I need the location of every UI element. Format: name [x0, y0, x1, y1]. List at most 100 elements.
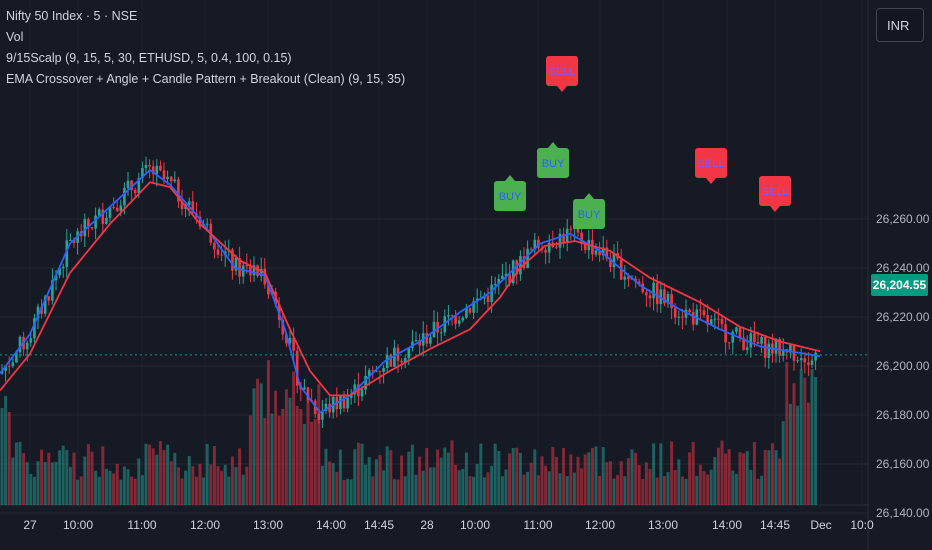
volume-bars	[0, 360, 818, 505]
candle-body	[670, 294, 673, 309]
volume-bar	[626, 458, 630, 505]
candle-body	[162, 170, 166, 180]
volume-bar	[43, 461, 47, 505]
candle-body	[810, 360, 814, 365]
candle-body	[414, 340, 418, 342]
volume-bar	[706, 474, 710, 505]
candle-body	[166, 176, 169, 180]
candle-body	[324, 403, 328, 411]
candle-body	[493, 283, 497, 285]
volume-bar	[50, 462, 54, 505]
candle-body	[371, 370, 375, 372]
volume-bar	[760, 475, 764, 505]
candle-body	[133, 190, 137, 194]
candle-body	[673, 308, 677, 318]
currency-button[interactable]: INR	[876, 8, 924, 42]
volume-bar	[11, 457, 15, 505]
volume-bar	[104, 468, 108, 505]
candle-body	[367, 370, 371, 376]
volume-bar	[698, 464, 702, 505]
signal-labels: BUY BUY BUY SELL SELL SELL	[494, 56, 791, 229]
candle-body	[252, 265, 256, 276]
signal-arrow	[557, 86, 567, 92]
candle-body	[796, 360, 799, 362]
candle-body	[663, 289, 666, 304]
candle-body	[123, 187, 126, 206]
candle-body	[738, 327, 742, 338]
volume-bar	[187, 456, 191, 505]
volume-bar	[619, 461, 623, 505]
candle-body	[234, 257, 238, 271]
volume-bar	[4, 395, 8, 505]
volume-bar	[382, 470, 386, 505]
volume-bar	[220, 470, 224, 505]
volume-bar	[767, 450, 771, 505]
volume-bar	[65, 450, 69, 505]
volume-bar	[511, 448, 515, 505]
time-tick-label: 14:45	[760, 518, 790, 532]
legend-volume[interactable]: Vol	[6, 30, 24, 44]
volume-bar	[126, 469, 130, 505]
candle-body	[457, 320, 461, 324]
volume-bar	[587, 452, 591, 505]
candle-body	[87, 219, 90, 228]
candle-body	[393, 347, 396, 367]
time-tick-label: 11:00	[127, 518, 156, 532]
candle-body	[519, 256, 522, 275]
volume-bar	[238, 448, 242, 505]
volume-bar	[673, 470, 677, 505]
volume-bar	[720, 440, 724, 505]
candle-body	[328, 403, 331, 413]
legend-indicator-scalp[interactable]: 9/15Scalp (9, 15, 5, 30, ETHUSD, 5, 0.4,…	[6, 51, 292, 65]
volume-bar	[583, 454, 587, 505]
volume-bar	[806, 402, 810, 505]
candle-body	[83, 219, 87, 237]
volume-bar	[756, 478, 760, 505]
volume-bar	[634, 452, 638, 505]
volume-bar	[482, 477, 486, 505]
volume-bar	[547, 471, 551, 505]
candle-body	[583, 243, 587, 250]
volume-bar	[540, 456, 544, 505]
volume-bar	[0, 408, 4, 505]
volume-bar	[151, 448, 155, 505]
volume-bar	[659, 443, 663, 505]
volume-bar	[335, 471, 339, 505]
candle-body	[349, 394, 353, 398]
volume-bar	[576, 456, 580, 505]
candle-body	[468, 308, 472, 313]
candle-body	[36, 306, 40, 319]
candle-body	[749, 333, 753, 348]
sell-signal-label: SELL	[549, 66, 576, 78]
volume-bar	[428, 467, 432, 505]
legend-symbol[interactable]: Nifty 50 Index · 5 · NSE	[6, 9, 138, 23]
volume-bar	[209, 464, 213, 505]
volume-bar	[342, 479, 346, 505]
volume-bar	[608, 461, 612, 505]
candle-body	[213, 242, 216, 250]
legend-indicator-ema[interactable]: EMA Crossover + Angle + Candle Pattern +…	[6, 72, 406, 86]
candle-body	[436, 321, 439, 333]
volume-bar	[346, 478, 350, 505]
volume-bar	[212, 445, 216, 505]
candle-body	[33, 318, 36, 339]
candle-body	[558, 233, 562, 248]
volume-bar	[367, 457, 371, 505]
volume-bar	[162, 449, 166, 505]
candle-body	[432, 321, 436, 338]
volume-bar	[58, 450, 62, 505]
volume-bar	[353, 449, 357, 505]
volume-bar	[803, 377, 807, 505]
volume-bar	[407, 451, 411, 505]
volume-bar	[137, 458, 141, 505]
volume-bar	[421, 470, 425, 505]
volume-bar	[450, 440, 454, 505]
candle-body	[191, 201, 195, 214]
volume-bar	[464, 452, 468, 505]
candle-body	[511, 260, 515, 284]
volume-bar	[86, 444, 90, 505]
candle-body	[238, 257, 241, 277]
volume-bar	[788, 403, 792, 505]
volume-bar	[234, 467, 238, 505]
